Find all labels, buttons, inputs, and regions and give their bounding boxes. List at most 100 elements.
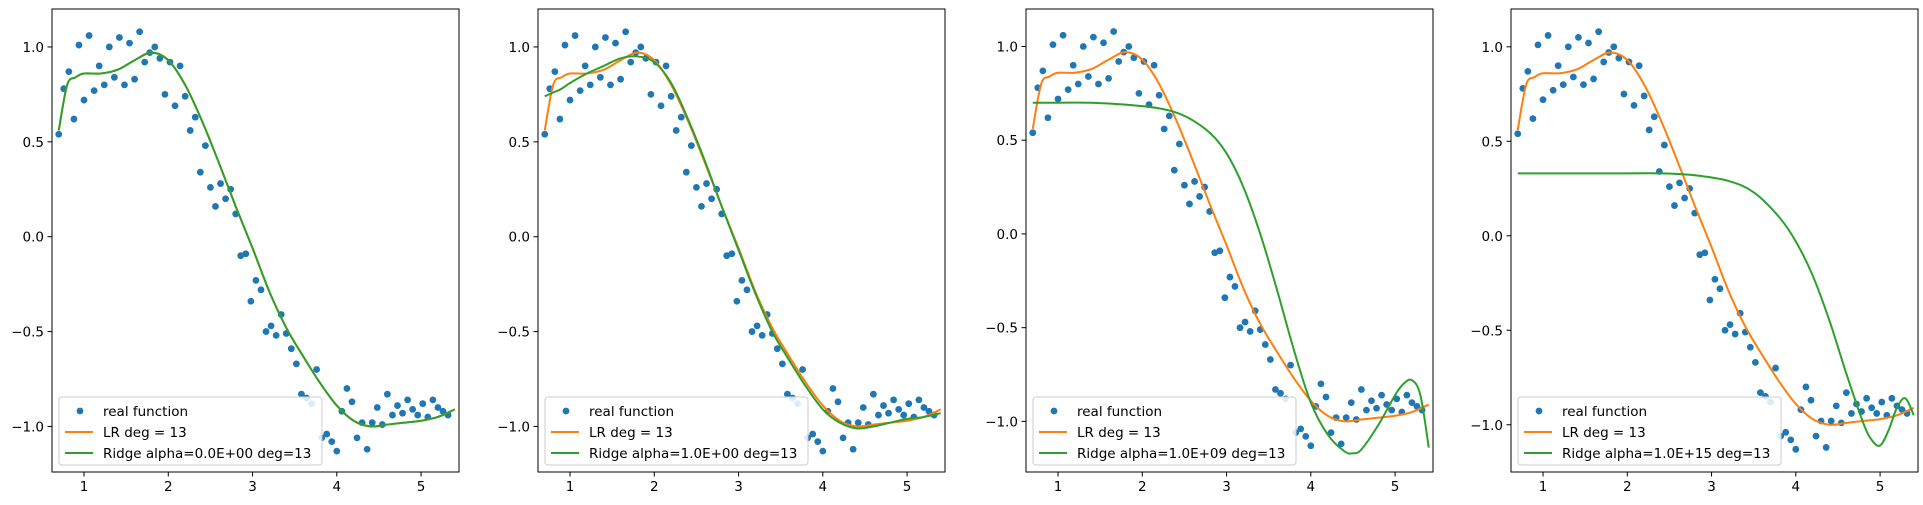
scatter-point	[1297, 425, 1305, 433]
scatter-point	[1216, 247, 1224, 255]
scatter-point	[257, 286, 265, 294]
series-line-ridge	[544, 55, 942, 430]
scatter-point	[100, 81, 108, 89]
scatter-point	[1155, 91, 1163, 99]
scatter-point	[1393, 395, 1401, 403]
scatter-point	[1368, 397, 1375, 405]
scatter-point	[1236, 324, 1244, 332]
scatter-point	[1029, 129, 1037, 137]
scatter-point	[778, 360, 786, 368]
scatter-point	[1084, 73, 1092, 80]
scatter-point	[1317, 380, 1325, 388]
scatter-point	[383, 390, 391, 398]
scatter-point	[242, 250, 250, 258]
scatter-point	[854, 419, 862, 427]
scatter-point	[131, 75, 138, 83]
scatter-point	[1105, 74, 1112, 82]
scatter-point	[1059, 31, 1067, 39]
scatter-point	[353, 434, 361, 442]
scatter-point	[1074, 80, 1082, 88]
scatter-point	[151, 43, 159, 51]
scatter-point	[1246, 328, 1254, 335]
scatter-point	[70, 115, 78, 123]
scatter-point	[181, 92, 189, 100]
scatter-point	[121, 81, 128, 89]
scatter-point	[207, 183, 214, 191]
scatter-point	[1266, 356, 1274, 363]
scatter-point	[1590, 75, 1597, 83]
scatter-point	[637, 43, 645, 51]
scatter-point	[1666, 183, 1673, 191]
y-tick-label: 0.5	[1482, 134, 1503, 150]
scatter-point	[627, 58, 635, 66]
scatter-point	[136, 28, 144, 36]
scatter-point	[1746, 343, 1754, 351]
y-tick-label: −1.0	[11, 419, 44, 435]
y-tick-label: −1.0	[497, 419, 530, 435]
scatter-point	[591, 43, 599, 51]
scatter-point	[161, 90, 169, 98]
legend-box	[1032, 396, 1297, 466]
x-tick-label: 3	[1707, 479, 1716, 495]
y-tick-label: 0.5	[23, 135, 44, 151]
y-tick-label: 0.5	[997, 133, 1018, 149]
scatter-point	[262, 328, 270, 335]
scatter-point	[1261, 341, 1269, 348]
scatter-point	[1539, 96, 1547, 104]
scatter-point	[75, 41, 83, 49]
y-tick-label: −1.0	[985, 414, 1018, 430]
legend-label: LR deg = 13	[589, 425, 673, 441]
legend-label: LR deg = 13	[103, 425, 187, 441]
scatter-point	[1039, 67, 1047, 75]
scatter-point	[1272, 386, 1279, 393]
scatter-point	[80, 96, 88, 104]
scatter-point	[1413, 402, 1421, 410]
scatter-point	[1165, 112, 1173, 120]
legend-label: Ridge alpha=1.0E+00 deg=13	[589, 446, 797, 462]
scatter-point	[1378, 391, 1385, 399]
scatter-point	[1822, 444, 1830, 451]
scatter-point	[1721, 326, 1729, 334]
scatter-point	[743, 286, 751, 294]
plot-area	[55, 28, 456, 455]
series-line-lr	[1516, 51, 1915, 426]
legend-label: Ridge alpha=1.0E+09 deg=13	[1077, 446, 1285, 462]
scatter-point	[65, 68, 73, 76]
y-tick-label: 0.5	[509, 135, 530, 151]
scatter-point	[1095, 80, 1102, 88]
scatter-point	[703, 180, 710, 187]
scatter-point	[105, 43, 113, 51]
scatter-point	[829, 385, 837, 392]
scatter-point	[885, 409, 892, 417]
scatter-point	[1716, 285, 1724, 293]
scatter-point	[1575, 33, 1582, 41]
scatter-point	[1054, 95, 1062, 103]
scatter-point	[1726, 321, 1734, 328]
y-tick-label: −0.5	[497, 325, 530, 341]
series-line-ridge	[1517, 172, 1915, 447]
scatter-point	[267, 322, 275, 330]
scatter-point	[698, 202, 705, 210]
scatter-point	[1534, 41, 1542, 49]
scatter-point	[1620, 90, 1628, 98]
scatter-point	[733, 297, 741, 305]
plot-area	[541, 28, 942, 455]
scatter-point	[1559, 81, 1567, 88]
scatter-point	[1150, 61, 1158, 69]
scatter-point	[576, 87, 584, 94]
scatter-point	[328, 438, 336, 446]
y-tick-label: 0.0	[997, 227, 1018, 243]
scatter-point	[252, 276, 260, 284]
scatter-point	[409, 405, 417, 413]
y-tick-label: 1.0	[23, 40, 44, 56]
scatter-point	[85, 32, 93, 39]
scatter-point	[869, 390, 877, 398]
series-line-ridge	[1032, 101, 1430, 455]
scatter-point	[925, 407, 933, 415]
scatter-point	[1676, 179, 1683, 187]
legend-marker-real-function	[1535, 407, 1543, 415]
scatter-point	[1888, 394, 1896, 402]
y-tick-label: −0.5	[1470, 323, 1503, 339]
scatter-point	[1544, 32, 1552, 39]
